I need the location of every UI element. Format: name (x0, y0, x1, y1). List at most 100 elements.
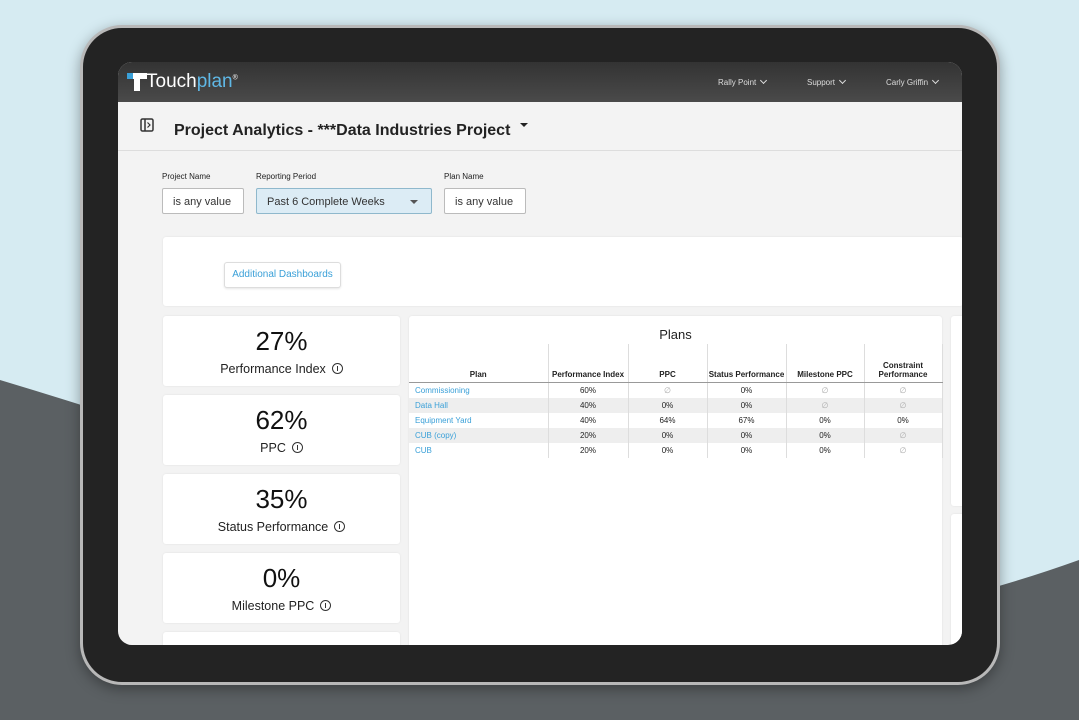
brand-first: Touch (146, 71, 197, 92)
kpi-value: 62% (255, 405, 308, 435)
info-icon[interactable] (320, 600, 332, 611)
info-icon[interactable] (334, 521, 346, 532)
table-cell: 0% (628, 398, 708, 413)
table-row: CUB 20% 0% 0% 0% ∅ (409, 443, 943, 458)
table-title: Plans (659, 327, 692, 342)
table-row: Data Hall 40% 0% 0% ∅ ∅ (409, 398, 943, 413)
column-header: Constraint Performance (864, 344, 943, 383)
empty-cell (548, 458, 628, 459)
column-header: Status Performance (707, 344, 787, 383)
empty-cell (864, 458, 942, 459)
plan-link[interactable]: Equipment Yard (409, 413, 549, 428)
table-cell: ∅ (786, 398, 865, 413)
empty-cell (786, 458, 864, 459)
table-cell: 0% (628, 443, 708, 458)
table-cell: 20% (548, 443, 629, 458)
dropdown-caret (410, 200, 418, 204)
nav-item[interactable]: Rally Point (718, 78, 766, 87)
kpi-label-text: PPC (260, 441, 286, 455)
table-cell: ∅ (628, 382, 708, 398)
page-title-text: Project Analytics - ***Data Industries P… (174, 122, 511, 139)
plans-table: Plan Performance Index PPC Status Performan… (409, 344, 943, 459)
table-cell: ∅ (786, 382, 865, 398)
kpi-label: Milestone PPC (163, 599, 400, 613)
kpi-value: 27% (255, 326, 308, 356)
page-title: Project Analytics - ***Data Industries P… (174, 122, 529, 140)
table-cell: 60% (548, 382, 629, 398)
table-cell: 0% (786, 428, 865, 443)
filter-label: Plan Name (444, 172, 484, 181)
kpi-label-text: Performance Index (220, 362, 326, 376)
kpi-card (163, 474, 400, 544)
empty-cell (707, 458, 786, 459)
divider (118, 150, 962, 151)
title-dropdown[interactable] (520, 123, 529, 127)
empty-cell (628, 458, 707, 459)
column-header: Performance Index (548, 344, 629, 383)
kpi-card (163, 553, 400, 623)
table-cell: ∅ (864, 382, 943, 398)
nav-item[interactable]: Support (807, 78, 845, 87)
table-cell: 0% (707, 443, 787, 458)
table-cell: ∅ (864, 428, 943, 443)
filter-box[interactable]: is any value (444, 188, 526, 214)
table-row: Equipment Yard 40% 64% 67% 0% 0% (409, 413, 943, 428)
plans-panel: Plans Plan Performance Index PPC Status Per… (409, 316, 943, 645)
brand: Touchplan® (146, 71, 238, 93)
kpi-label-text: Status Performance (217, 520, 329, 534)
table-cell: 0% (786, 413, 865, 428)
table-body: Commissioning 60% ∅ 0% ∅ ∅ Data Hall 40% 0% 0% ∅ ∅ E… (409, 382, 943, 460)
kpi-value: 0% (262, 563, 301, 593)
kpi-label-text: Milestone PPC (231, 599, 315, 613)
header-row: Plan Performance Index PPC Status Performan… (409, 344, 943, 383)
nav-item[interactable]: Carly Griffin (886, 78, 938, 87)
table-cell: 40% (548, 398, 629, 413)
table-cell: 0% (707, 382, 787, 398)
filter-box[interactable]: is any value (162, 188, 244, 214)
table-cell: ∅ (864, 443, 943, 458)
table-cell: ∅ (864, 398, 943, 413)
table-cell: 0% (786, 443, 865, 458)
kpi-card (163, 395, 400, 465)
empty-row (409, 458, 942, 459)
top-bar: Touchplan® Rally Point Support Carly Gri… (118, 62, 962, 102)
table-cell: 64% (628, 413, 708, 428)
column-header: PPC (628, 344, 708, 383)
table-row: CUB (copy) 20% 0% 0% 0% ∅ (409, 428, 943, 443)
filter-label: Project Name (162, 172, 211, 181)
kpi-label: Status Performance (163, 520, 400, 534)
info-icon[interactable] (291, 442, 303, 453)
table-row: Commissioning 60% ∅ 0% ∅ ∅ (409, 382, 943, 398)
filter-value: Past 6 Complete Weeks (267, 196, 385, 208)
screen: Touchplan® Rally Point Support Carly Gri… (118, 62, 962, 645)
plan-link[interactable]: Commissioning (409, 382, 549, 398)
kpi-label: PPC (163, 441, 400, 455)
brand-mark: ® (232, 74, 238, 82)
column-header: Plan (409, 344, 549, 383)
info-icon[interactable] (331, 363, 343, 374)
kpi-card (163, 316, 400, 386)
table-cell: 0% (864, 413, 943, 428)
table-cell: 0% (707, 428, 787, 443)
column-header: Milestone PPC (786, 344, 865, 383)
plan-link[interactable]: CUB (copy) (409, 428, 549, 443)
filter-label: Reporting Period (256, 172, 317, 181)
plan-link[interactable]: CUB (409, 443, 549, 458)
kpi-value: 35% (255, 484, 308, 514)
brand-second: plan (196, 71, 233, 92)
table-cell: 0% (707, 398, 787, 413)
table-cell: 40% (548, 413, 629, 428)
kpi-label: Performance Index (163, 362, 400, 376)
additional-dashboards-button[interactable]: Additional Dashboards (224, 262, 341, 288)
logo-icon (127, 73, 147, 91)
table-cell: 0% (628, 428, 708, 443)
plan-link[interactable]: Data Hall (409, 398, 549, 413)
filter-select[interactable]: Past 6 Complete Weeks (256, 188, 432, 214)
side-panel (951, 514, 962, 645)
table-cell: 20% (548, 428, 629, 443)
empty-cell (409, 458, 548, 459)
sidebar-toggle[interactable] (140, 118, 154, 132)
table-cell: 67% (707, 413, 787, 428)
kpi-card (163, 632, 400, 645)
